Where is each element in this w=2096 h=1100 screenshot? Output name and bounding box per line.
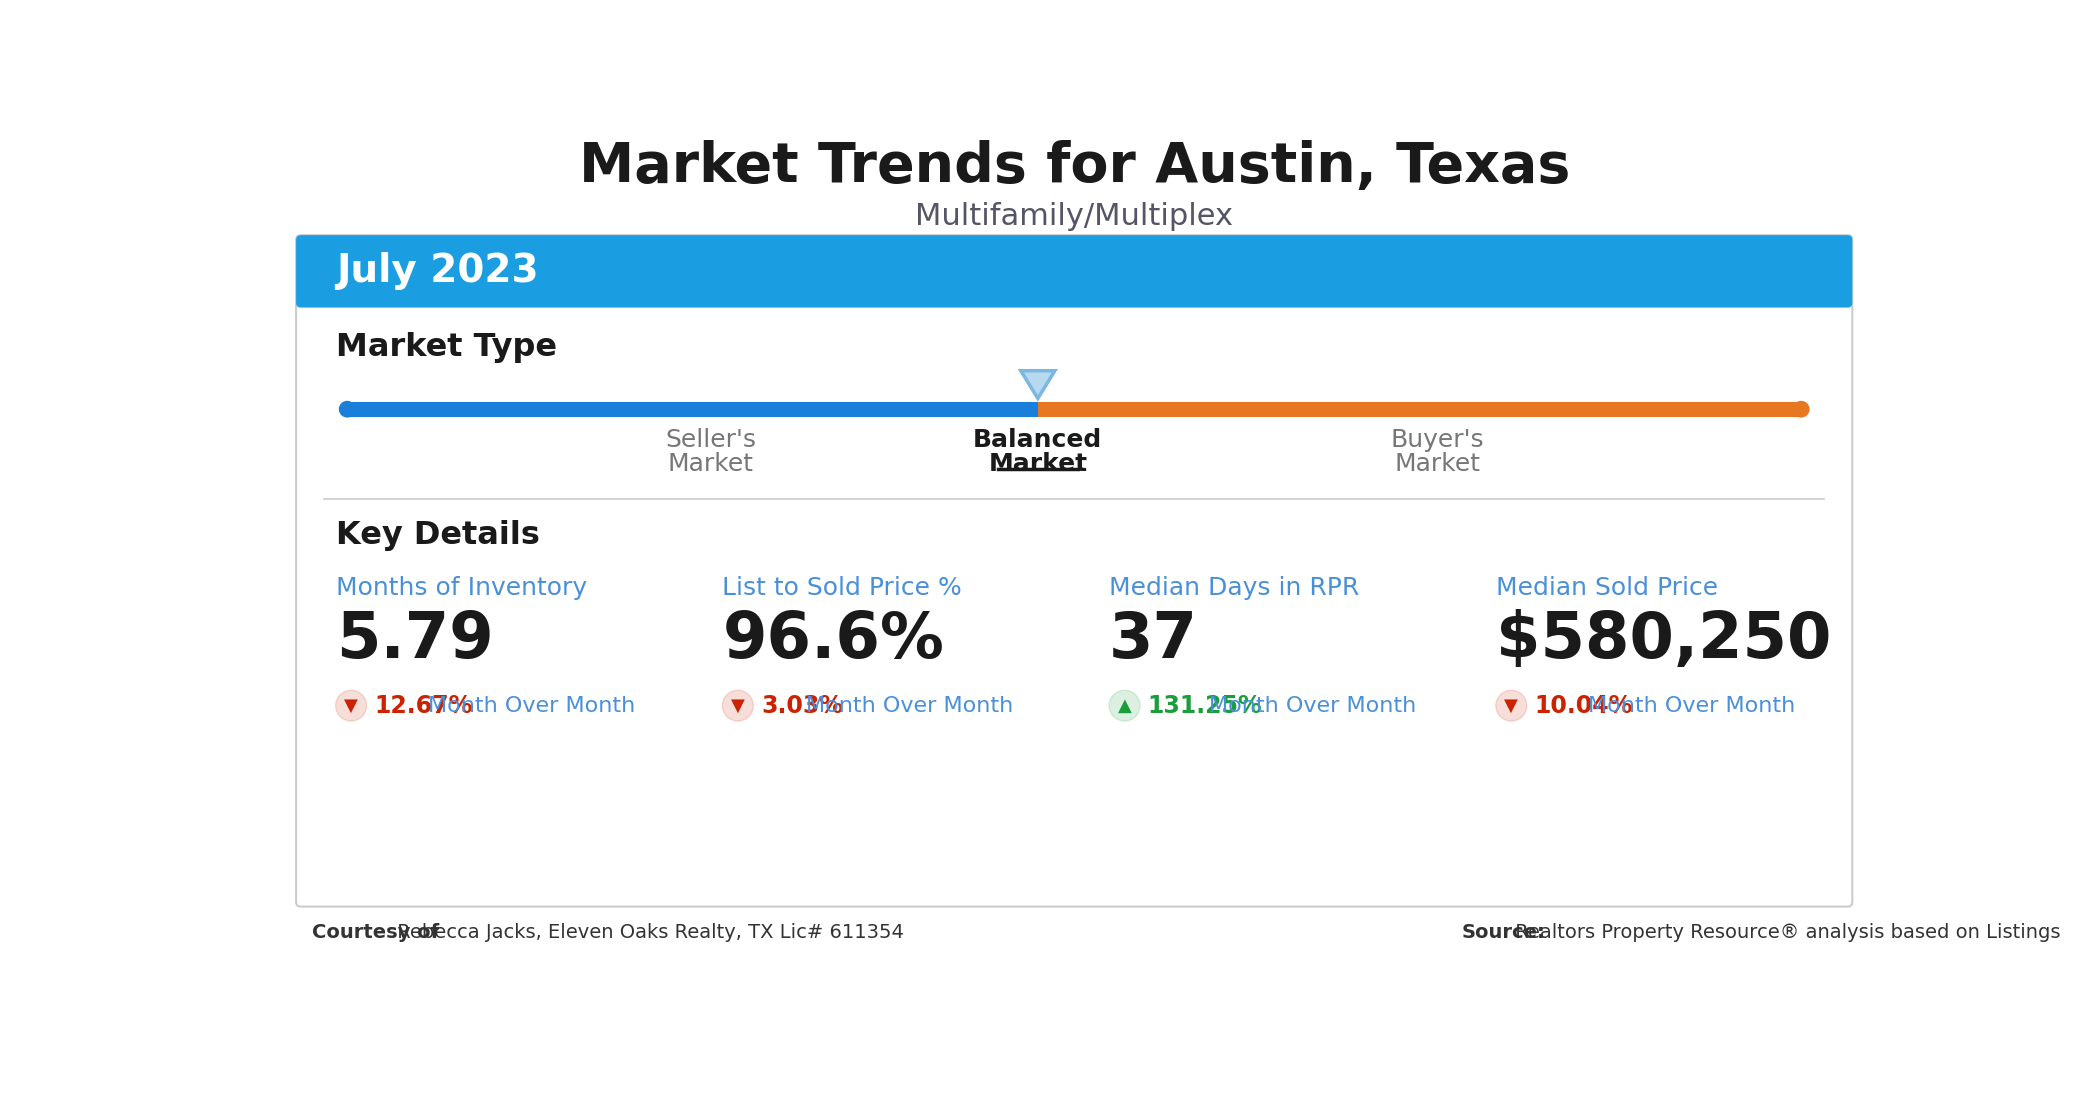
Text: ▲: ▲ xyxy=(1117,696,1132,715)
Text: Buyer's: Buyer's xyxy=(1392,428,1484,452)
Text: ▼: ▼ xyxy=(732,696,744,715)
Text: Month Over Month: Month Over Month xyxy=(1589,695,1796,716)
Text: Rebecca Jacks, Eleven Oaks Realty, TX Lic# 611354: Rebecca Jacks, Eleven Oaks Realty, TX Li… xyxy=(390,923,903,943)
Ellipse shape xyxy=(1794,402,1809,417)
Text: Month Over Month: Month Over Month xyxy=(807,695,1014,716)
Text: ▼: ▼ xyxy=(344,696,358,715)
Circle shape xyxy=(723,691,752,722)
Text: 131.25%: 131.25% xyxy=(1149,694,1262,717)
Text: Market Trends for Austin, Texas: Market Trends for Austin, Texas xyxy=(578,140,1570,194)
Text: ▼: ▼ xyxy=(1505,696,1518,715)
Circle shape xyxy=(335,691,367,722)
Bar xyxy=(1038,402,1800,417)
Text: Month Over Month: Month Over Month xyxy=(428,695,635,716)
Circle shape xyxy=(1497,691,1526,722)
Text: Market: Market xyxy=(989,452,1088,476)
Bar xyxy=(348,402,1038,417)
Text: 3.03%: 3.03% xyxy=(761,694,843,717)
Text: 10.04%: 10.04% xyxy=(1534,694,1633,717)
Polygon shape xyxy=(1021,371,1054,398)
Text: Balanced: Balanced xyxy=(973,428,1102,452)
FancyBboxPatch shape xyxy=(296,235,1853,906)
Text: Market Type: Market Type xyxy=(335,332,558,363)
Bar xyxy=(262,132,1886,309)
Text: Market: Market xyxy=(1394,452,1480,476)
Text: 12.67%: 12.67% xyxy=(375,694,472,717)
Text: Months of Inventory: Months of Inventory xyxy=(335,575,587,600)
Text: Seller's: Seller's xyxy=(664,428,757,452)
Text: Realtors Property Resource® analysis based on Listings: Realtors Property Resource® analysis bas… xyxy=(1509,923,2060,943)
Text: Market: Market xyxy=(669,452,755,476)
Text: July 2023: July 2023 xyxy=(335,252,539,290)
Text: 96.6%: 96.6% xyxy=(723,609,943,671)
Text: Median Sold Price: Median Sold Price xyxy=(1497,575,1719,600)
Text: $580,250: $580,250 xyxy=(1497,609,1832,671)
Circle shape xyxy=(1109,691,1140,722)
Text: List to Sold Price %: List to Sold Price % xyxy=(723,575,962,600)
Text: 37: 37 xyxy=(1109,609,1199,671)
Bar xyxy=(300,272,1849,302)
FancyBboxPatch shape xyxy=(296,235,1853,308)
Text: Key Details: Key Details xyxy=(335,520,539,551)
Text: 5.79: 5.79 xyxy=(335,609,493,671)
Text: Multifamily/Multiplex: Multifamily/Multiplex xyxy=(916,202,1232,231)
Ellipse shape xyxy=(340,402,354,417)
Text: Source:: Source: xyxy=(1461,923,1545,943)
Text: Median Days in RPR: Median Days in RPR xyxy=(1109,575,1360,600)
Text: Month Over Month: Month Over Month xyxy=(1209,695,1417,716)
Text: Courtesy of: Courtesy of xyxy=(312,923,440,943)
